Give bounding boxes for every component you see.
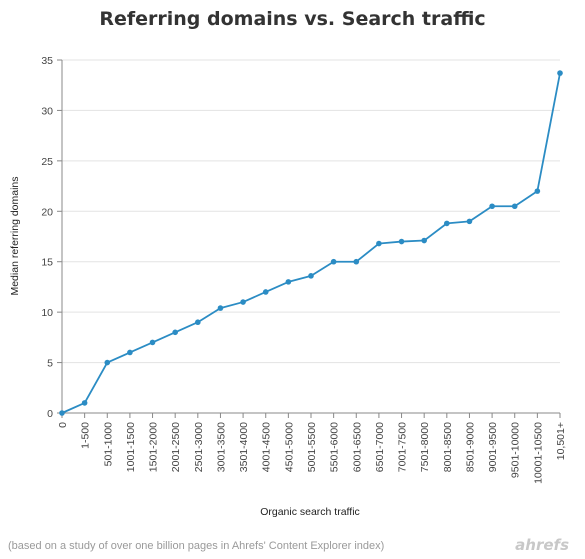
data-point	[127, 349, 133, 356]
x-tick-label: 1-500	[80, 422, 92, 449]
y-tick-label: 20	[41, 206, 53, 218]
x-tick-label: 7501-8000	[419, 422, 431, 472]
y-tick-label: 35	[41, 55, 53, 67]
data-point	[421, 237, 427, 244]
data-point	[557, 70, 563, 76]
x-tick-label: 7001-7500	[397, 422, 409, 472]
data-point	[104, 359, 111, 366]
x-tick-label: 4001-4500	[261, 422, 273, 472]
y-tick-label: 30	[41, 105, 53, 117]
x-tick-label: 5501-6000	[329, 422, 341, 472]
data-point	[195, 319, 201, 326]
x-tick-label: 2001-2500	[170, 422, 182, 472]
x-tick-label: 9001-9500	[487, 422, 499, 472]
x-tick-label: 6001-6500	[351, 422, 363, 472]
x-tick-label: 2501-3000	[193, 422, 205, 472]
x-tick-labels: 0 1-500 501-1000 1001-1500 1501-2000 2001-250…	[57, 422, 567, 484]
y-tick-labels: 0 5 10 15 20 25 30 35	[41, 55, 53, 420]
x-tick-label: 10,501+	[555, 422, 567, 460]
data-point	[534, 188, 541, 194]
data-point	[172, 329, 178, 336]
x-tick-label: 6501-7000	[374, 422, 386, 472]
data-point	[330, 258, 337, 265]
x-tick-label: 10001-10500	[532, 422, 544, 484]
footnote: (based on a study of over one billion pa…	[8, 540, 385, 552]
y-tick-label: 10	[41, 307, 53, 319]
data-point	[240, 299, 246, 305]
x-tick-label: 1501-2000	[148, 422, 160, 472]
x-tick-label: 4501-5000	[283, 422, 295, 472]
data-point	[59, 410, 65, 416]
y-tick-label: 0	[47, 408, 53, 420]
data-point	[466, 218, 473, 225]
data-point	[149, 339, 156, 346]
series-line	[61, 72, 561, 414]
data-point	[376, 240, 382, 247]
grid-lines	[62, 59, 560, 364]
data-point	[81, 400, 88, 406]
x-tick-label: 9501-10000	[510, 422, 522, 478]
y-axis-label: Median referring domains	[9, 176, 21, 295]
data-point	[262, 289, 269, 295]
data-point	[217, 305, 224, 311]
y-tick-label: 25	[41, 156, 53, 168]
x-tick-label: 3501-4000	[238, 422, 250, 472]
data-point	[398, 238, 405, 245]
chart-title: Referring domains vs. Search traffic	[99, 8, 486, 30]
data-point	[353, 258, 360, 265]
x-tick-label: 501-1000	[102, 422, 114, 467]
brand-logo: ahrefs	[515, 536, 569, 554]
x-tick-label: 8501-9000	[464, 422, 476, 472]
x-tick-label: 5001-5500	[306, 422, 318, 472]
data-point	[511, 203, 518, 210]
x-tick-label: 0	[57, 422, 69, 428]
data-point	[444, 220, 450, 227]
x-axis-label: Organic search traffic	[260, 506, 360, 518]
data-series	[59, 70, 563, 416]
axes	[57, 59, 561, 418]
x-tick-label: 8001-8500	[442, 422, 454, 472]
y-tick-label: 5	[47, 358, 53, 370]
data-point	[285, 279, 292, 285]
data-point	[489, 203, 495, 210]
y-tick-label: 15	[41, 257, 53, 269]
x-tick-label: 3001-3500	[215, 422, 227, 472]
data-point	[308, 273, 314, 279]
x-tick-label: 1001-1500	[125, 422, 137, 472]
